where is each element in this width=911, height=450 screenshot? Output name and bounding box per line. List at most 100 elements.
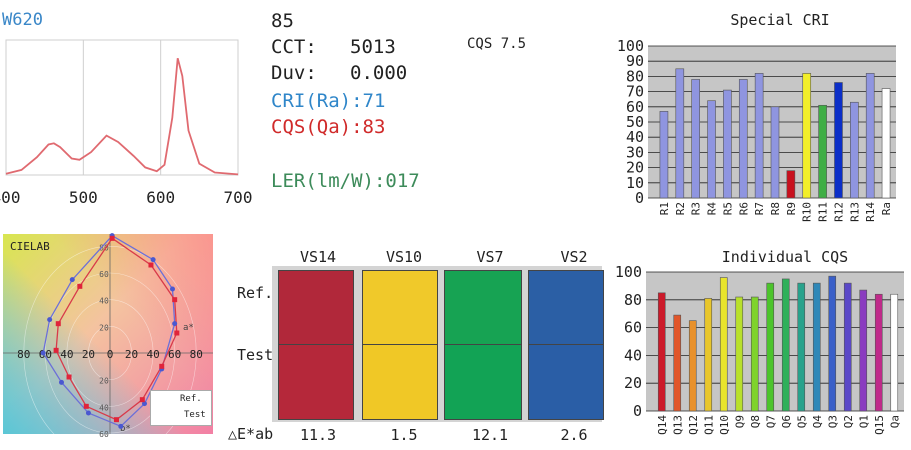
spd-x-tick: 400 (0, 188, 20, 207)
cri-y-tick: 30 (626, 143, 644, 161)
cqs-y-tick: 20 (624, 374, 642, 392)
cri-bar-r14 (865, 73, 875, 199)
cct-label: CCT: (271, 36, 317, 58)
cqs-x-tick: Q10 (718, 415, 731, 435)
vs10-ref-swatch (362, 270, 438, 346)
cri-bar-ra (881, 88, 891, 199)
cri-x-tick: Ra (880, 202, 893, 215)
cri-bar-r1 (659, 111, 669, 199)
vs14-test-swatch (278, 344, 354, 420)
vs14-name: VS14 (299, 248, 337, 266)
legend-test-label: Test (184, 410, 206, 420)
cqs-y-tick: 0 (633, 402, 642, 420)
cqs-y-tick: 80 (624, 291, 642, 309)
cri-bar-r5 (723, 89, 732, 199)
cqs-bar-q7 (766, 282, 775, 412)
cri-bar-r12 (834, 82, 843, 199)
cri-ra: CRI(Ra):71 (271, 90, 386, 112)
cqs-bar-q14 (657, 292, 666, 412)
cri-y-tick: 60 (626, 98, 644, 116)
cri-y-tick: 90 (626, 52, 644, 70)
cri-x-tick: R4 (706, 202, 719, 216)
test-label: Test (237, 346, 274, 364)
vs2-name: VS2 (560, 248, 588, 266)
cri-y-tick: 10 (626, 174, 644, 192)
ler: LER(lm/W):017 (271, 170, 420, 192)
cri-y-tick: 50 (626, 113, 644, 131)
cqs-x-tick: Q9 (733, 415, 746, 428)
cqs-bar-q6 (781, 278, 790, 412)
cri-bar-r2 (675, 68, 685, 199)
cqs-plot-area (646, 272, 904, 411)
cqs-bar-q1 (859, 289, 868, 412)
cri-y-tick: 40 (626, 128, 644, 146)
cqs-x-tick: Q5 (795, 415, 808, 428)
cri-y-tick: 100 (617, 37, 644, 55)
cqs-x-tick: Q12 (687, 415, 700, 435)
vs10-test-swatch (362, 344, 438, 420)
vs7-delta-e: 12.1 (471, 426, 509, 444)
top-value: 85 (271, 10, 294, 32)
cri-x-tick: R11 (817, 202, 830, 222)
cqs-bar-qa (890, 293, 899, 412)
cri-x-tick: R5 (721, 202, 734, 215)
cqs-bar-q4 (812, 282, 821, 412)
spd-x-tick: 700 (224, 188, 253, 207)
cqs-x-tick: Q13 (671, 415, 684, 435)
cqs-x-tick: Q1 (857, 415, 870, 428)
duv-value: 0.000 (350, 62, 408, 84)
cri-y-tick: 70 (626, 83, 644, 101)
spd-x-tick: 500 (69, 188, 98, 207)
cri-x-tick: R12 (832, 202, 845, 222)
cri-y-tick: 20 (626, 159, 644, 177)
cqs-x-tick: Q11 (702, 415, 715, 435)
cqs-bar-q9 (735, 296, 744, 412)
cqs-bar-q8 (750, 296, 759, 412)
cri-x-tick: R9 (785, 202, 798, 215)
cri-y-tick: 0 (635, 189, 644, 207)
cqs-qa: CQS(Qa):83 (271, 116, 386, 138)
cqs-x-tick: Q2 (842, 415, 855, 428)
cri-bar-r7 (754, 73, 764, 199)
vs2-ref-swatch (528, 270, 604, 346)
cqs-x-tick: Q8 (749, 415, 762, 428)
cqs-bar-q11 (704, 298, 713, 412)
cqs-y-tick: 60 (624, 319, 642, 337)
vs10-name: VS10 (385, 248, 423, 266)
cielab-title: CIELAB (10, 240, 50, 253)
cri-x-tick: R14 (864, 202, 877, 222)
cqs-y-tick: 40 (624, 346, 642, 364)
special-cri-title: Special CRI (730, 11, 830, 29)
individual-cqs-title: Individual CQS (721, 248, 849, 266)
cqs-x-tick: Q14 (656, 415, 669, 435)
cqs-x-tick: Q15 (873, 415, 886, 435)
legend-ref-label: Ref. (180, 394, 202, 404)
spd-x-tick: 600 (146, 188, 175, 207)
cri-x-tick: R8 (769, 202, 782, 215)
cqs-x-tick: Q7 (764, 415, 777, 428)
cqs-x-tick: Q4 (811, 415, 824, 429)
cqs-bar-q5 (797, 282, 806, 412)
cri-x-tick: R7 (753, 202, 766, 215)
cri-x-tick: R3 (690, 202, 703, 215)
cqs-bar-q10 (719, 277, 728, 412)
vs7-test-swatch (444, 344, 522, 420)
cri-plot-area (648, 46, 896, 198)
spd-title: W620 (2, 10, 43, 30)
spd-curve (5, 57, 239, 176)
cri-x-tick: R1 (658, 202, 671, 215)
vs10-delta-e: 1.5 (390, 426, 418, 444)
cqs-y-tick: 100 (615, 263, 642, 281)
cqs-x-tick: Q6 (780, 415, 793, 428)
cri-bar-r8 (770, 106, 780, 199)
ref-label: Ref. (237, 284, 274, 302)
cri-x-tick: R10 (801, 202, 814, 222)
cri-bar-r3 (691, 79, 700, 199)
vs2-delta-e: 2.6 (560, 426, 588, 444)
duv-label: Duv: (271, 62, 317, 84)
cqs-bar-q3 (828, 275, 837, 412)
cqs-bar-q15 (874, 293, 883, 412)
cqs-bar-q2 (843, 282, 852, 412)
cqs-bar-q13 (673, 314, 682, 412)
cri-x-tick: R13 (848, 202, 861, 222)
